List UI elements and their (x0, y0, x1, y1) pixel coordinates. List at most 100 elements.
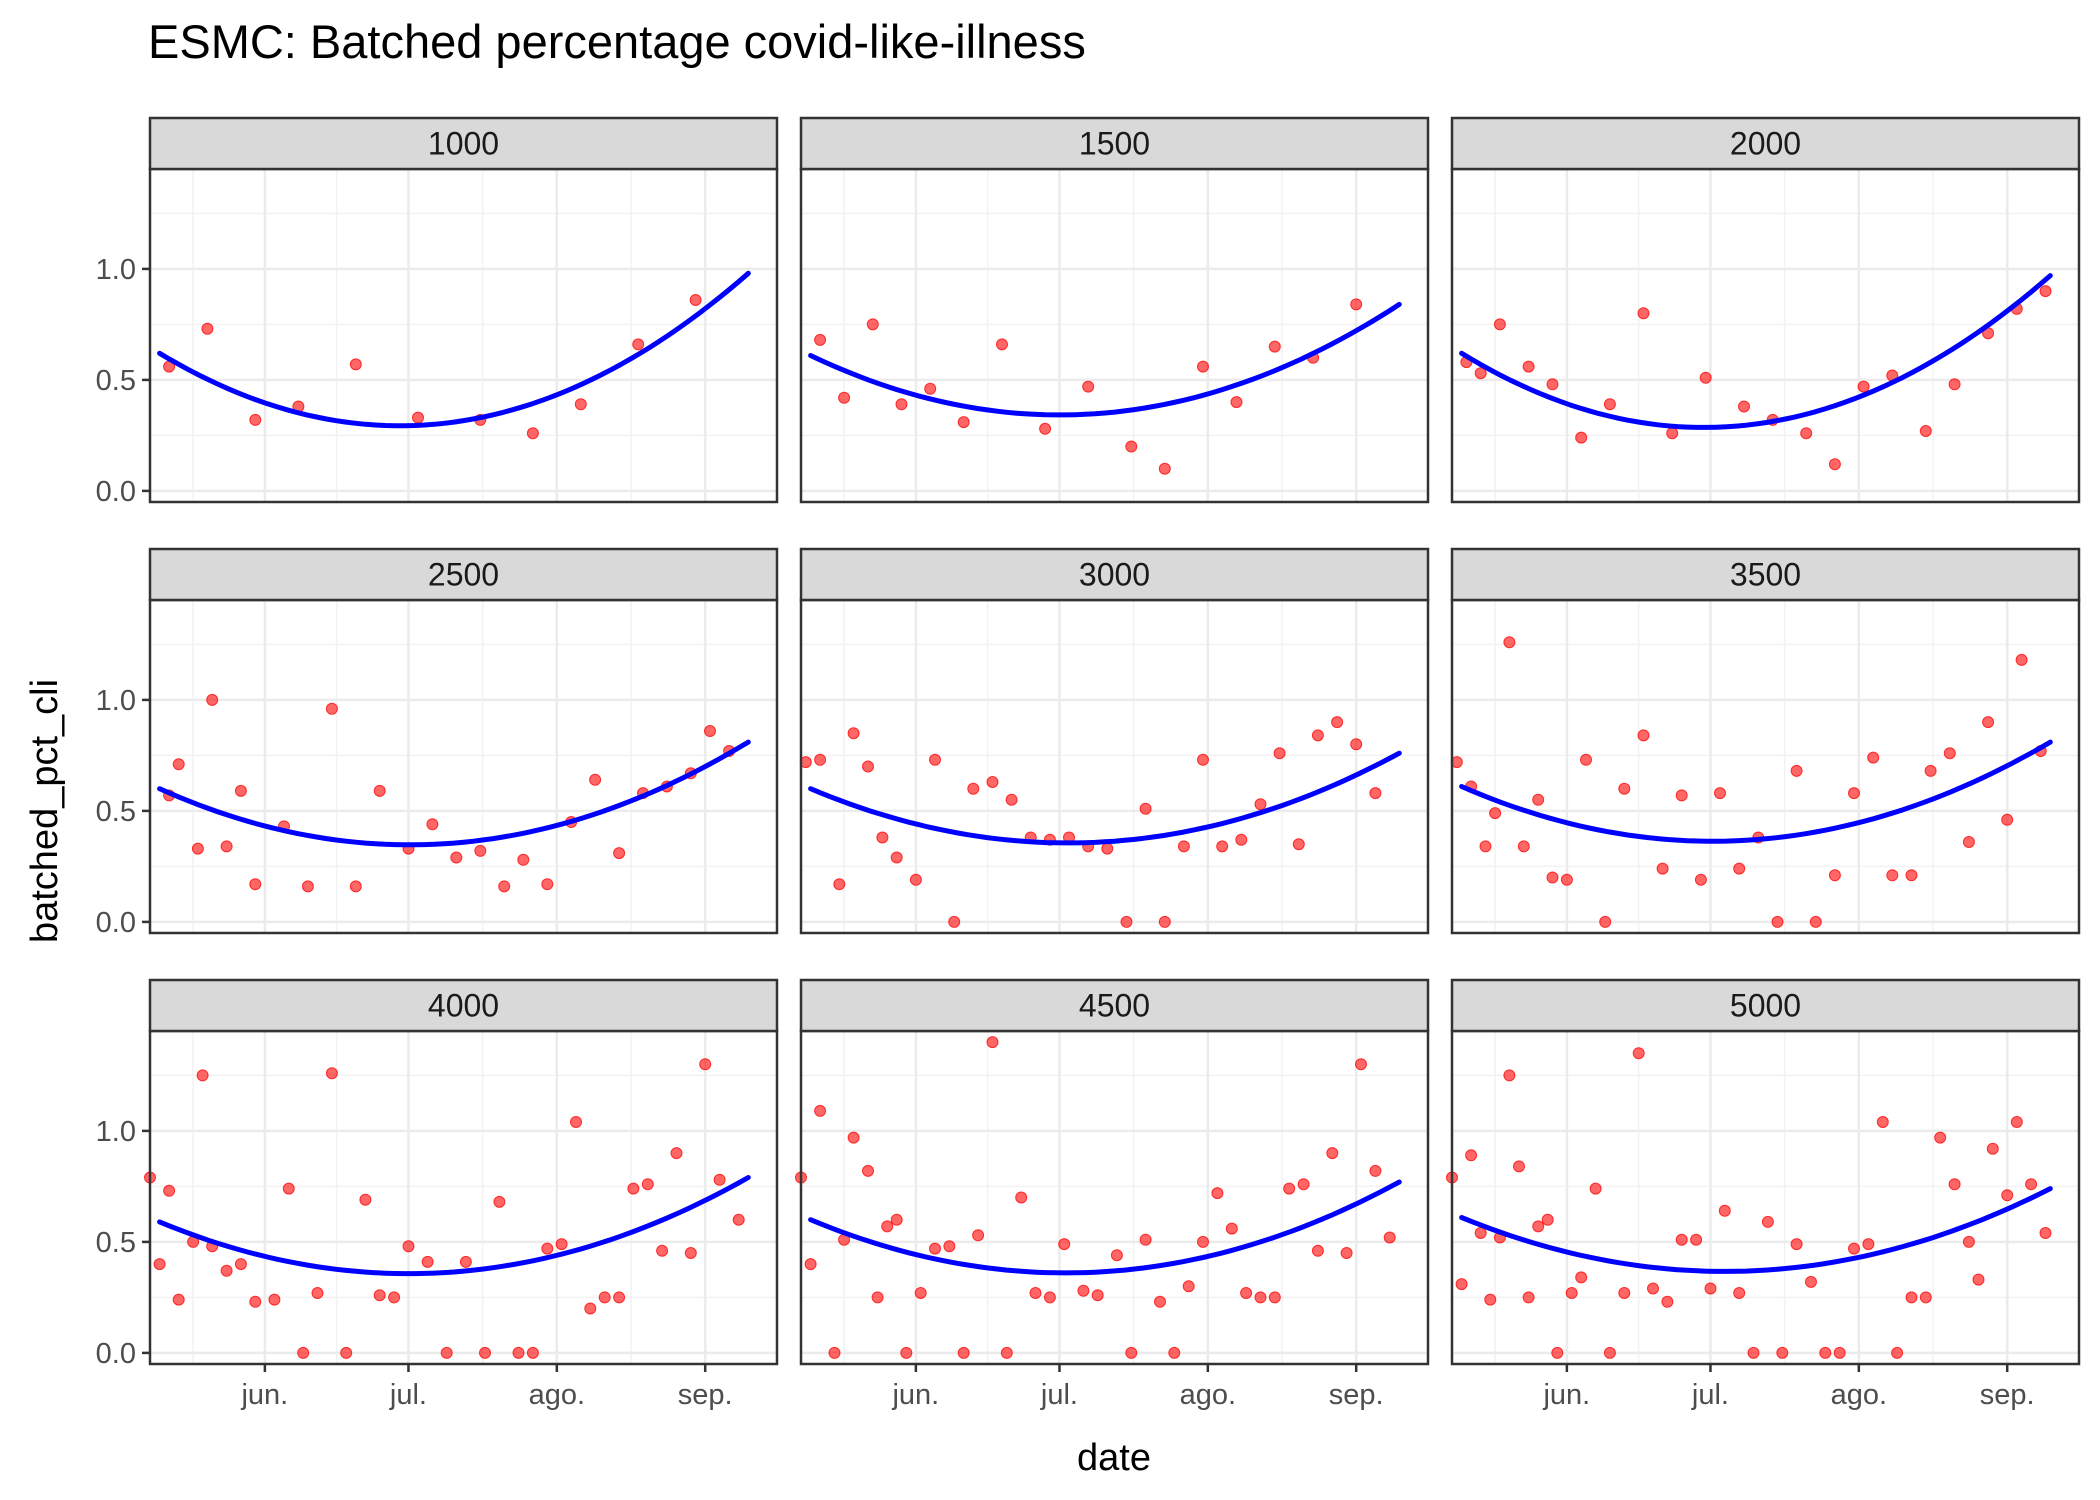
y-axis-title: batched_pct_cli (24, 679, 66, 943)
data-point (1905, 1291, 1918, 1304)
panel-background (1452, 1031, 2079, 1364)
data-point (1225, 1222, 1238, 1235)
data-point (249, 878, 262, 891)
data-point (1560, 873, 1573, 886)
data-point (1331, 716, 1344, 729)
data-point (1603, 1346, 1616, 1359)
data-point (359, 1193, 372, 1206)
data-point (1618, 782, 1631, 795)
panel-background (150, 169, 777, 502)
data-point (1230, 396, 1243, 409)
data-point (1618, 1287, 1631, 1299)
data-point (1091, 1289, 1104, 1302)
data-point (220, 840, 233, 853)
facet-strip-label: 3000 (1079, 557, 1150, 593)
data-point (986, 1036, 999, 1049)
facet-strip-label: 3500 (1730, 557, 1801, 593)
data-point (1254, 1291, 1267, 1304)
data-point (847, 1131, 860, 1144)
data-point (1948, 1178, 1961, 1191)
data-point (1919, 425, 1932, 437)
y-tick-label: 0.5 (96, 1227, 136, 1259)
data-point (493, 1195, 506, 1208)
data-point (924, 382, 937, 395)
facet-strip-label: 2500 (428, 557, 499, 593)
data-point (670, 1147, 683, 1160)
data-point (1771, 915, 1784, 928)
data-point (684, 1247, 697, 1259)
data-point (1747, 1346, 1760, 1359)
data-point (1637, 307, 1650, 320)
data-point (1675, 789, 1688, 802)
data-point (804, 1258, 817, 1271)
data-point (1718, 1204, 1731, 1217)
facet-strip (799, 978, 1430, 1033)
facet-strip-label: 1000 (428, 126, 499, 162)
data-point (847, 727, 860, 740)
data-point (1297, 1178, 1310, 1191)
panel-background (150, 600, 777, 933)
data-point (1015, 1191, 1028, 1204)
data-point (833, 878, 846, 891)
x-tick-label: jun. (891, 1379, 939, 1411)
data-point (689, 294, 702, 306)
data-point (1043, 1291, 1056, 1304)
data-point (301, 880, 314, 893)
facet-strip-label: 5000 (1730, 988, 1801, 1024)
data-point (412, 411, 424, 424)
data-point (163, 1184, 176, 1197)
facet-panel-3000: 3000 (799, 547, 1430, 935)
data-point (1058, 1238, 1071, 1251)
data-point (1311, 1244, 1324, 1257)
data-point (1905, 869, 1918, 882)
data-point (1154, 1295, 1166, 1308)
data-point (948, 915, 961, 928)
smooth-line (808, 1179, 1402, 1276)
data-point (1168, 1346, 1181, 1359)
data-point (1699, 371, 1712, 384)
data-point (1110, 1249, 1123, 1262)
data-point (1690, 1233, 1703, 1246)
data-point (311, 1287, 324, 1299)
data-point (2001, 813, 2014, 826)
data-point (1125, 440, 1138, 453)
x-tick-label: jul. (389, 1379, 427, 1411)
data-point (1513, 1160, 1525, 1173)
data-point (862, 760, 874, 773)
data-point (881, 1220, 894, 1233)
facet-panels: 1000 0.0 0.5 1.0 1500 2000 2500 0.0 0.5 1.0 3000 35… (96, 116, 2081, 1411)
data-point (1876, 1116, 1889, 1128)
data-point (1886, 869, 1899, 882)
facet-strip (148, 116, 779, 171)
data-point (325, 702, 338, 715)
facet-panel-2000: 2000 (1450, 116, 2081, 504)
facet-strip (799, 547, 1430, 602)
data-point (1139, 802, 1152, 815)
data-point (814, 1104, 827, 1117)
data-point (373, 1289, 386, 1302)
data-point (598, 1291, 611, 1304)
data-point (349, 358, 362, 371)
data-point (1197, 753, 1209, 766)
x-tick-label: jul. (1040, 1379, 1078, 1411)
data-point (929, 753, 941, 766)
data-point (1273, 747, 1286, 760)
data-point (1848, 1242, 1860, 1255)
data-point (388, 1291, 401, 1304)
data-point (967, 782, 980, 795)
data-point (814, 753, 827, 766)
data-point (1197, 1235, 1209, 1248)
data-point (996, 338, 1008, 351)
x-axis-title: date (1077, 1437, 1151, 1479)
data-point (929, 1242, 941, 1255)
data-point (1632, 1047, 1645, 1060)
data-point (1666, 427, 1679, 440)
data-point (268, 1293, 281, 1306)
data-point (914, 1287, 927, 1299)
data-point (1800, 427, 1813, 440)
data-point (498, 880, 511, 893)
data-point (871, 1291, 884, 1304)
data-point (814, 333, 827, 346)
facet-strip (148, 978, 779, 1033)
